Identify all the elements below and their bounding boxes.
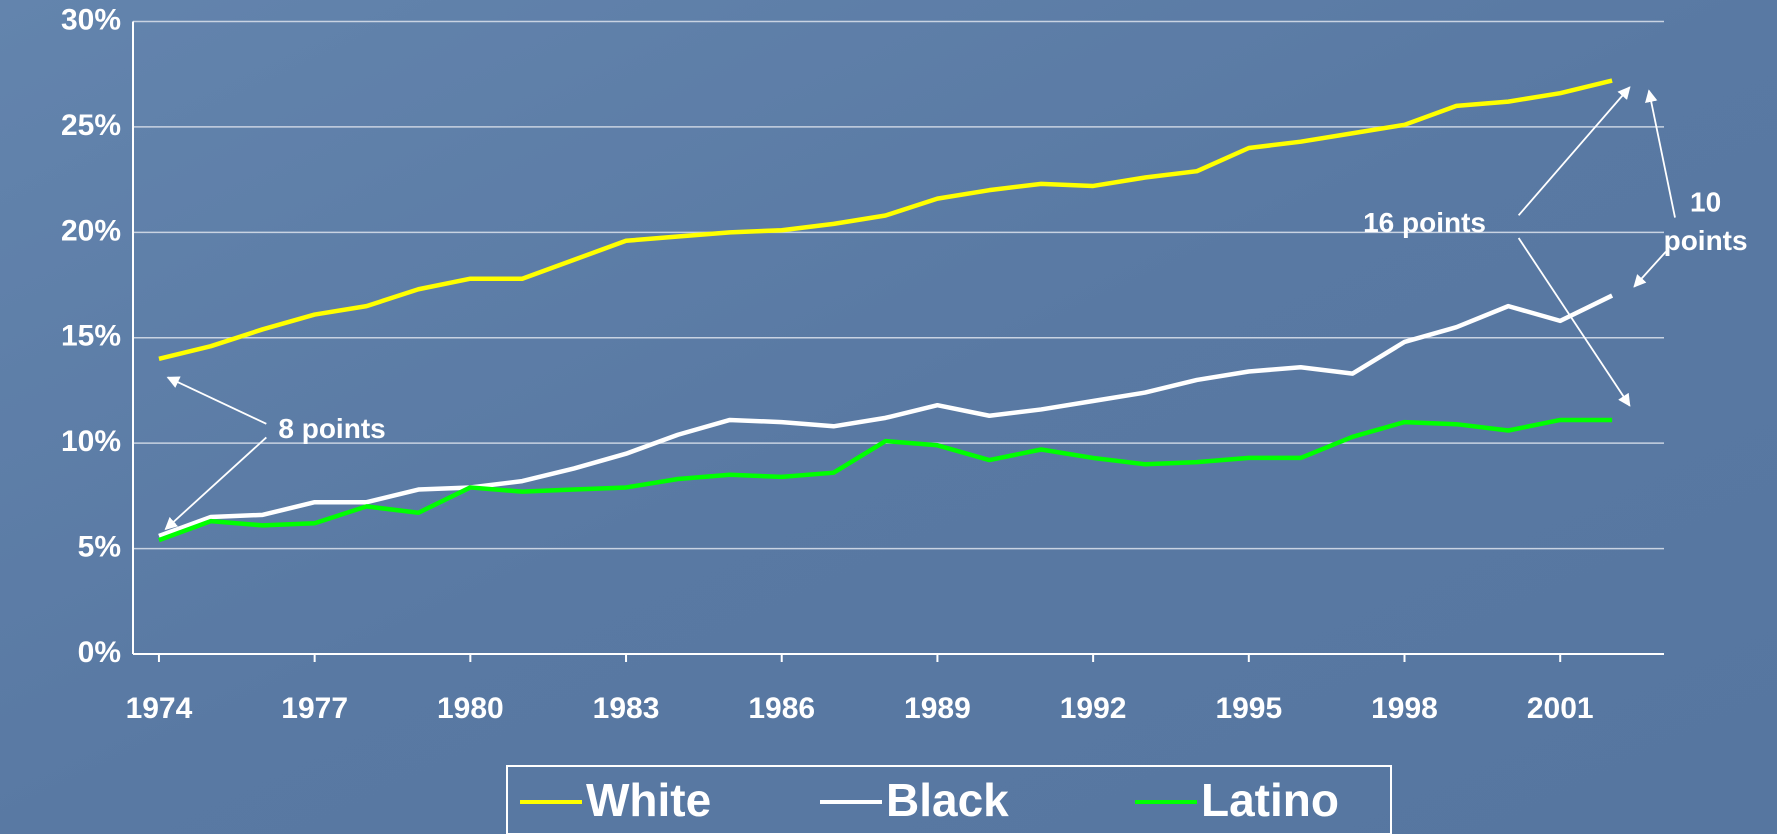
annotation: points bbox=[1664, 225, 1748, 256]
x-tick-label: 1974 bbox=[126, 692, 193, 725]
series-line bbox=[158, 417, 1613, 543]
x-tick-label: 1986 bbox=[748, 692, 815, 725]
x-tick-label: 1995 bbox=[1215, 692, 1282, 725]
y-tick-label: 30% bbox=[61, 3, 121, 36]
y-tick-label: 5% bbox=[78, 531, 121, 564]
x-tick-label: 1998 bbox=[1371, 692, 1438, 725]
x-tick-label: 1980 bbox=[437, 692, 504, 725]
annotation-arrow bbox=[166, 376, 267, 425]
y-tick-label: 10% bbox=[61, 425, 121, 458]
y-tick-label: 15% bbox=[61, 320, 121, 353]
annotation: 16 points bbox=[1363, 207, 1486, 238]
legend-label: Black bbox=[886, 774, 1009, 826]
y-tick-label: 20% bbox=[61, 214, 121, 247]
annotation-arrow bbox=[164, 436, 267, 531]
x-tick-label: 1992 bbox=[1060, 692, 1127, 725]
annotation: 8 points bbox=[278, 413, 385, 444]
x-tick-label: 1983 bbox=[593, 692, 660, 725]
legend-box bbox=[506, 765, 1392, 834]
annotation-arrow bbox=[1517, 86, 1631, 216]
y-tick-label: 25% bbox=[61, 109, 121, 142]
legend-label: Latino bbox=[1201, 774, 1339, 826]
x-tick-label: 1977 bbox=[281, 692, 348, 725]
legend-label: White bbox=[586, 774, 711, 826]
annotation-arrow bbox=[1645, 89, 1676, 218]
x-tick-label: 1989 bbox=[904, 692, 971, 725]
annotation: 10 bbox=[1690, 186, 1721, 217]
x-tick-label: 2001 bbox=[1527, 692, 1594, 725]
y-tick-label: 0% bbox=[78, 636, 121, 669]
annotation-arrow bbox=[1633, 250, 1667, 288]
annotation-arrow bbox=[1517, 237, 1631, 407]
series-line bbox=[158, 293, 1614, 539]
series-line bbox=[158, 78, 1613, 362]
